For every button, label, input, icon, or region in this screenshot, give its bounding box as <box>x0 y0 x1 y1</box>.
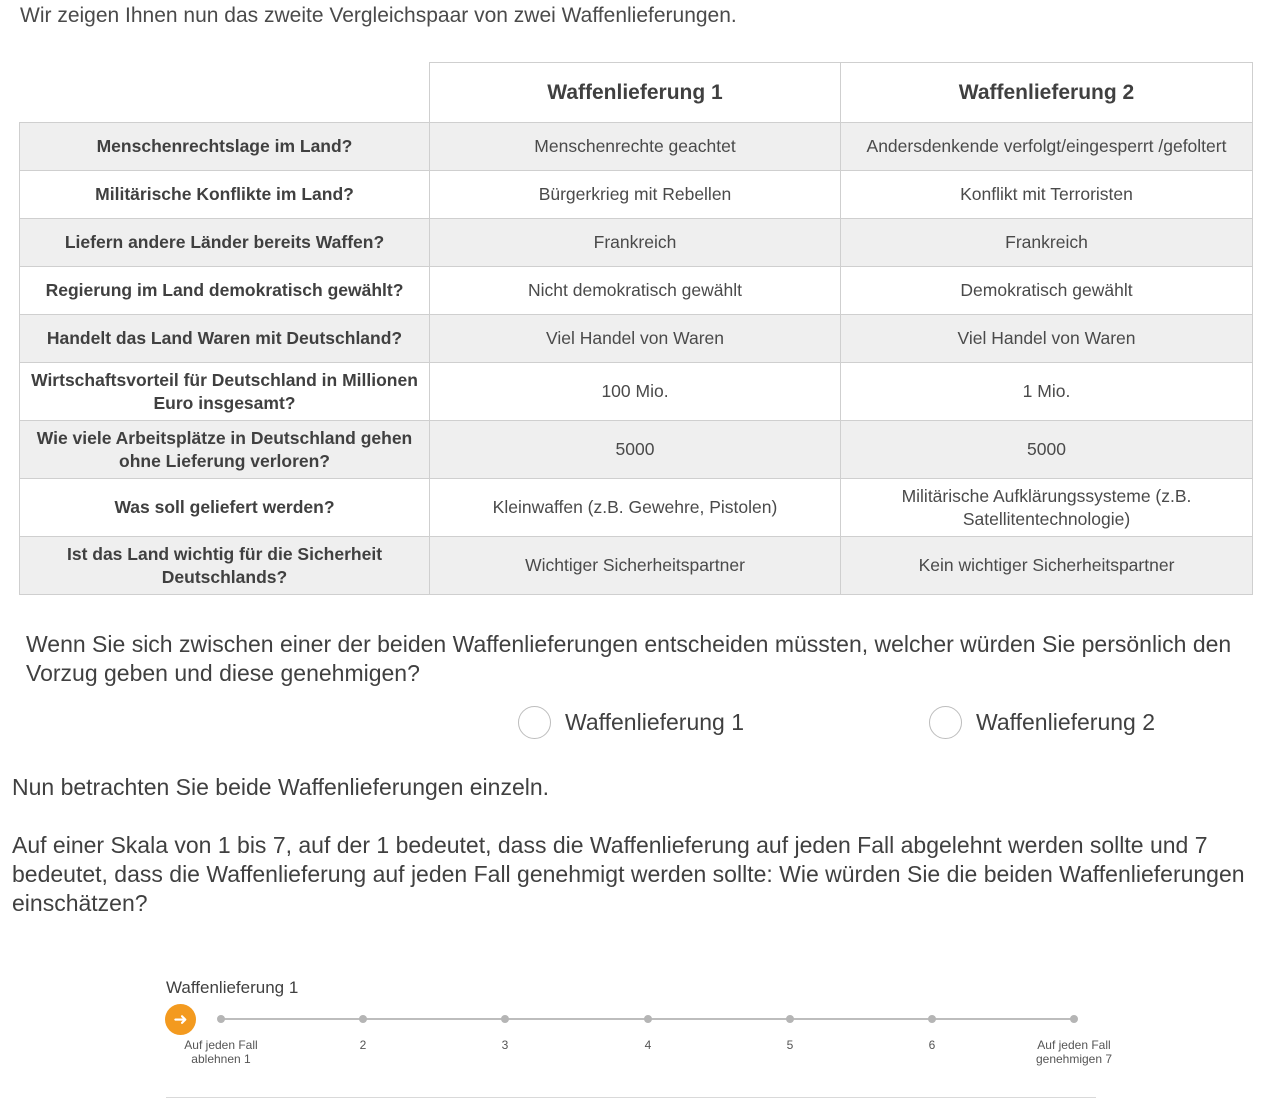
slider-tick-6[interactable] <box>928 1015 936 1023</box>
header-blank <box>19 62 430 123</box>
instruction-text-2: Auf einer Skala von 1 bis 7, auf der 1 b… <box>12 832 1245 916</box>
table-row: Wie viele Arbeitsplätze in Deutschland g… <box>19 420 1253 479</box>
divider <box>166 1097 1096 1098</box>
slider-label-1: Auf jeden Fall ablehnen 1 <box>184 1038 258 1066</box>
cell-lieferung-1: Nicht demokratisch gewählt <box>429 266 841 315</box>
table-row: Was soll geliefert werden? Kleinwaffen (… <box>19 478 1253 537</box>
cell-lieferung-2: Viel Handel von Waren <box>840 314 1253 363</box>
table-row: Handelt das Land Waren mit Deutschland? … <box>19 314 1253 363</box>
intro-text: Wir zeigen Ihnen nun das zweite Vergleic… <box>20 4 737 27</box>
cell-lieferung-1: Viel Handel von Waren <box>429 314 841 363</box>
slider-tick-3[interactable] <box>501 1015 509 1023</box>
slider-tick-7[interactable] <box>1070 1015 1078 1023</box>
slider-label-3: 3 <box>501 1038 509 1052</box>
header-waffenlieferung-2: Waffenlieferung 2 <box>840 62 1253 123</box>
slider-tick-5[interactable] <box>786 1015 794 1023</box>
slider-tick-2[interactable] <box>359 1015 367 1023</box>
cell-lieferung-2: Demokratisch gewählt <box>840 266 1253 315</box>
comparison-table: Waffenlieferung 1 Waffenlieferung 2 Mens… <box>19 62 1253 595</box>
radio-label[interactable]: Waffenlieferung 1 <box>565 709 745 735</box>
slider-title: Waffenlieferung 1 <box>166 978 299 997</box>
cell-lieferung-1: 5000 <box>429 420 841 479</box>
table-row: Menschenrechtslage im Land? Menschenrech… <box>19 122 1253 171</box>
cell-lieferung-2: Andersdenkende verfolgt/eingesperrt /gef… <box>840 122 1253 171</box>
radio-option-waffenlieferung-2[interactable]: Waffenlieferung 2 <box>929 706 1155 739</box>
cell-lieferung-1: 100 Mio. <box>429 362 841 421</box>
cell-lieferung-1: Wichtiger Sicherheitspartner <box>429 536 841 595</box>
table-row: Ist das Land wichtig für die Sicherheit … <box>19 536 1253 595</box>
arrow-right-icon: ➜ <box>173 1009 188 1029</box>
header-waffenlieferung-1: Waffenlieferung 1 <box>429 62 841 123</box>
row-label: Menschenrechtslage im Land? <box>19 122 430 171</box>
row-label: Liefern andere Länder bereits Waffen? <box>19 218 430 267</box>
table-header-row: Waffenlieferung 1 Waffenlieferung 2 <box>19 62 1253 123</box>
cell-lieferung-2: 5000 <box>840 420 1253 479</box>
radio-label[interactable]: Waffenlieferung 2 <box>976 709 1156 735</box>
row-label: Wirtschaftsvorteil für Deutschland in Mi… <box>19 362 430 421</box>
slider-tick-4[interactable] <box>644 1015 652 1023</box>
row-label: Regierung im Land demokratisch gewählt? <box>19 266 430 315</box>
cell-lieferung-2: Konflikt mit Terroristen <box>840 170 1253 219</box>
cell-lieferung-2: Militärische Aufklärungssysteme (z.B. Sa… <box>840 478 1253 537</box>
row-label: Was soll geliefert werden? <box>19 478 430 537</box>
cell-lieferung-1: Frankreich <box>429 218 841 267</box>
table-row: Wirtschaftsvorteil für Deutschland in Mi… <box>19 362 1253 421</box>
cell-lieferung-1: Bürgerkrieg mit Rebellen <box>429 170 841 219</box>
slider-label-4: 4 <box>644 1038 652 1052</box>
choice-question: Wenn Sie sich zwischen einer der beiden … <box>26 631 1232 686</box>
row-label: Militärische Konflikte im Land? <box>19 170 430 219</box>
cell-lieferung-1: Menschenrechte geachtet <box>429 122 841 171</box>
table-row: Militärische Konflikte im Land? Bürgerkr… <box>19 170 1253 219</box>
table-row: Regierung im Land demokratisch gewählt? … <box>19 266 1253 315</box>
row-label: Ist das Land wichtig für die Sicherheit … <box>19 536 430 595</box>
slider-label-7: Auf jeden Fall genehmigen 7 <box>1035 1038 1113 1066</box>
slider-handle[interactable]: ➜ <box>165 1004 196 1035</box>
radio-circle[interactable] <box>929 706 962 739</box>
row-label: Handelt das Land Waren mit Deutschland? <box>19 314 430 363</box>
slider-label-2: 2 <box>359 1038 367 1052</box>
table-row: Liefern andere Länder bereits Waffen? Fr… <box>19 218 1253 267</box>
slider-tick-1[interactable] <box>217 1015 225 1023</box>
cell-lieferung-2: Kein wichtiger Sicherheitspartner <box>840 536 1253 595</box>
radio-option-waffenlieferung-1[interactable]: Waffenlieferung 1 <box>518 706 744 739</box>
cell-lieferung-2: 1 Mio. <box>840 362 1253 421</box>
cell-lieferung-1: Kleinwaffen (z.B. Gewehre, Pistolen) <box>429 478 841 537</box>
slider-label-6: 6 <box>928 1038 936 1052</box>
instruction-text-1: Nun betrachten Sie beide Waffenlieferung… <box>12 774 550 800</box>
row-label: Wie viele Arbeitsplätze in Deutschland g… <box>19 420 430 479</box>
cell-lieferung-2: Frankreich <box>840 218 1253 267</box>
radio-circle[interactable] <box>518 706 551 739</box>
slider-label-5: 5 <box>786 1038 794 1052</box>
